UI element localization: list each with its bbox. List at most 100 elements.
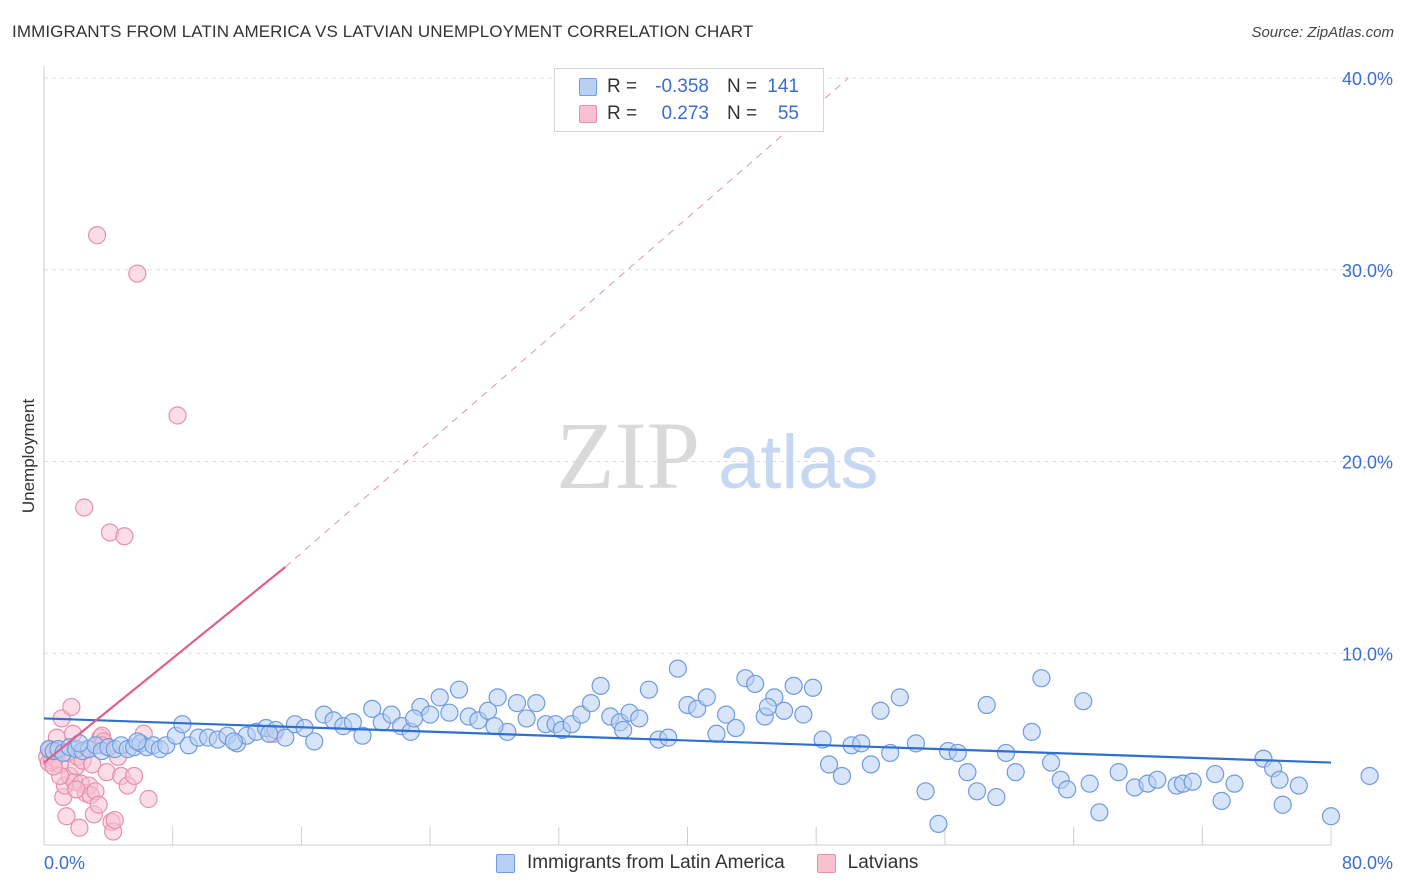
data-point-latin-america (1212, 791, 1231, 810)
data-point-latin-america (758, 697, 778, 717)
legend-r-value: -0.358 (655, 76, 709, 97)
data-point-latvians (124, 766, 144, 786)
data-point-latin-america (224, 732, 243, 751)
data-point-latvians (57, 807, 76, 826)
correlation-legend: R = -0.358 N = 141 R = 0.273 N = 55 (554, 68, 824, 132)
series-legend: Immigrants from Latin America Latvians (496, 852, 950, 874)
trendline-latin-america (43, 717, 1332, 764)
data-point-latin-america (819, 755, 839, 774)
data-point-latin-america (803, 678, 823, 697)
legend-n-value: 141 (767, 76, 799, 97)
data-point-latin-america (916, 782, 935, 801)
data-point-latin-america (1183, 772, 1202, 791)
data-point-latin-america (363, 699, 382, 718)
data-point-latin-america (832, 766, 852, 786)
data-point-latin-america (478, 701, 498, 720)
data-point-latin-america (813, 730, 832, 749)
trendline-latvians (43, 566, 287, 764)
data-point-latin-america (871, 701, 890, 720)
data-point-latvians (70, 818, 89, 837)
watermark: ZIP atlas (556, 402, 879, 509)
data-point-latin-america (1074, 692, 1093, 711)
data-point-latin-america (890, 688, 909, 707)
data-point-latvians (87, 226, 107, 245)
data-point-latin-america (1148, 770, 1167, 789)
source-label: Source: ZipAtlas.com (1251, 24, 1394, 41)
legend-label-latin-america: Immigrants from Latin America (527, 852, 785, 873)
data-point-latin-america (630, 709, 649, 728)
data-point-latin-america (353, 726, 372, 745)
data-point-latin-america (717, 705, 736, 724)
data-point-latin-america (929, 814, 948, 834)
data-point-latin-america (1006, 763, 1025, 782)
y-axis-label: Unemployment (19, 399, 38, 514)
data-point-latin-america (581, 694, 601, 713)
data-point-latin-america (852, 734, 871, 753)
data-point-latin-america (707, 724, 726, 743)
legend-item-latin-america[interactable]: Immigrants from Latin America (496, 852, 785, 874)
data-point-latin-america (517, 709, 536, 728)
data-point-latin-america (1022, 722, 1041, 741)
data-point-latvians (105, 810, 124, 830)
data-point-latin-america (1080, 774, 1099, 793)
data-point-latin-america (745, 674, 765, 694)
data-point-latvians (75, 498, 94, 517)
data-point-latin-america (1360, 766, 1379, 786)
x-tick-label: 0.0% (44, 853, 85, 873)
data-point-latin-america (1225, 774, 1244, 793)
data-point-latvians (139, 789, 158, 809)
data-point-latin-america (404, 709, 424, 728)
legend-swatch-blue (579, 78, 597, 96)
data-point-latin-america (639, 680, 658, 699)
data-point-latin-america (967, 782, 987, 801)
y-tick-label: 30.0% (1342, 261, 1393, 281)
data-point-latin-america (1032, 669, 1051, 688)
data-point-latin-america (1289, 776, 1308, 795)
data-point-latin-america (1206, 764, 1225, 784)
data-point-latin-america (784, 676, 803, 695)
legend-label-latvians: Latvians (847, 852, 919, 873)
data-point-latin-america (948, 743, 967, 763)
data-point-latvians (62, 697, 81, 717)
data-point-latin-america (794, 705, 813, 724)
data-point-latin-america (614, 720, 633, 740)
legend-n-label: N = (727, 103, 758, 124)
legend-swatch-pink (579, 105, 597, 123)
data-point-latin-america (774, 701, 794, 720)
legend-item-latvians[interactable]: Latvians (816, 852, 919, 874)
data-point-latin-america (987, 787, 1006, 807)
legend-r-label: R = (607, 103, 638, 124)
legend-r-value: 0.273 (661, 103, 709, 124)
legend-row-latvians: R = 0.273 N = 55 (579, 103, 799, 125)
data-point-latin-america (861, 755, 880, 774)
data-point-latin-america (1109, 763, 1128, 782)
legend-r-label: R = (607, 76, 638, 97)
data-point-latin-america (343, 713, 362, 732)
data-point-latin-america (430, 688, 449, 707)
data-point-latin-america (977, 695, 996, 715)
legend-swatch-pink (816, 853, 836, 873)
chart-title: IMMIGRANTS FROM LATIN AMERICA VS LATVIAN… (12, 22, 754, 41)
watermark-zip: ZIP (556, 402, 700, 509)
data-point-latin-america (996, 743, 1016, 763)
data-point-latin-america (1090, 803, 1109, 822)
x-tick-label: 80.0% (1342, 853, 1393, 873)
data-point-latin-america (591, 676, 610, 695)
data-point-latvians (128, 264, 147, 283)
legend-swatch-blue (496, 853, 515, 873)
data-point-latin-america (1270, 770, 1289, 789)
data-point-latin-america (485, 717, 504, 736)
data-point-latvians (115, 527, 134, 546)
data-point-latin-america (305, 732, 324, 751)
data-point-latvians (168, 406, 187, 425)
data-point-latin-america (1321, 807, 1341, 826)
legend-n-value: 55 (777, 103, 799, 124)
data-point-latin-america (440, 703, 459, 722)
data-point-latin-america (958, 763, 977, 782)
data-point-latin-america (1058, 780, 1077, 799)
latin-america-points (39, 659, 1379, 834)
legend-n-label: N = (727, 76, 758, 97)
y-tick-label: 20.0% (1342, 453, 1393, 473)
data-point-latin-america (488, 688, 507, 707)
